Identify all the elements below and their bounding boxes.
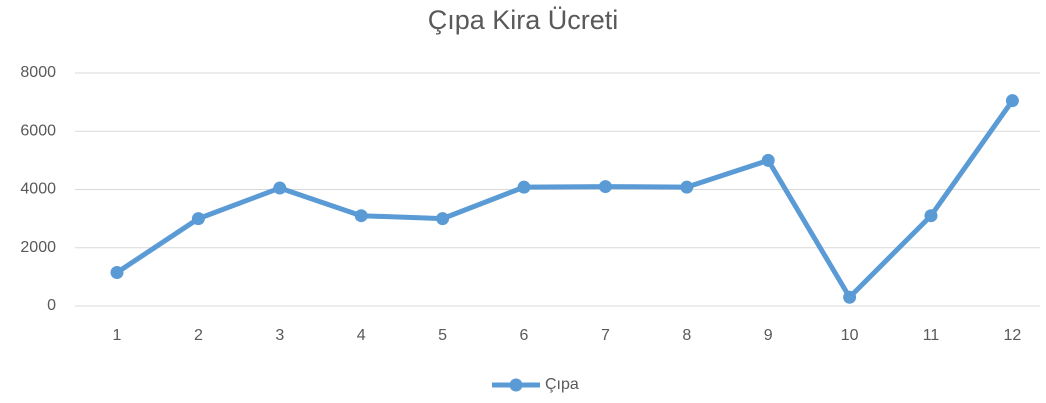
legend-marker	[509, 378, 523, 392]
x-tick-label: 3	[275, 327, 284, 344]
x-tick-label: 6	[520, 327, 529, 344]
y-tick-label: 6000	[20, 122, 56, 139]
data-point	[598, 180, 612, 194]
legend-label: Çıpa	[545, 376, 579, 393]
x-tick-label: 12	[1004, 327, 1022, 344]
x-tick-label: 2	[194, 327, 203, 344]
y-tick-label: 8000	[20, 64, 56, 81]
data-point	[354, 209, 368, 223]
x-tick-label: 11	[923, 327, 940, 344]
series-line	[115, 99, 1015, 300]
data-point	[680, 180, 694, 194]
y-tick-label: 2000	[20, 239, 56, 256]
data-point	[1005, 94, 1019, 108]
x-tick-label: 10	[841, 327, 859, 344]
data-point	[191, 212, 205, 226]
data-point	[924, 209, 938, 223]
data-point	[843, 290, 857, 304]
chart-title: Çıpa Kira Ücreti	[428, 5, 619, 35]
data-point	[110, 266, 124, 280]
data-point	[517, 180, 531, 194]
x-tick-label: 4	[357, 327, 366, 344]
x-tick-label: 8	[682, 327, 691, 344]
x-tick-label: 1	[113, 327, 122, 344]
data-point	[436, 212, 450, 226]
x-tick-label: 7	[601, 327, 610, 344]
data-point	[761, 153, 775, 167]
x-tick-label: 9	[764, 327, 773, 344]
y-tick-label: 0	[47, 297, 56, 314]
x-tick-label: 5	[438, 327, 447, 344]
data-point	[273, 181, 287, 195]
y-tick-label: 4000	[20, 181, 56, 198]
